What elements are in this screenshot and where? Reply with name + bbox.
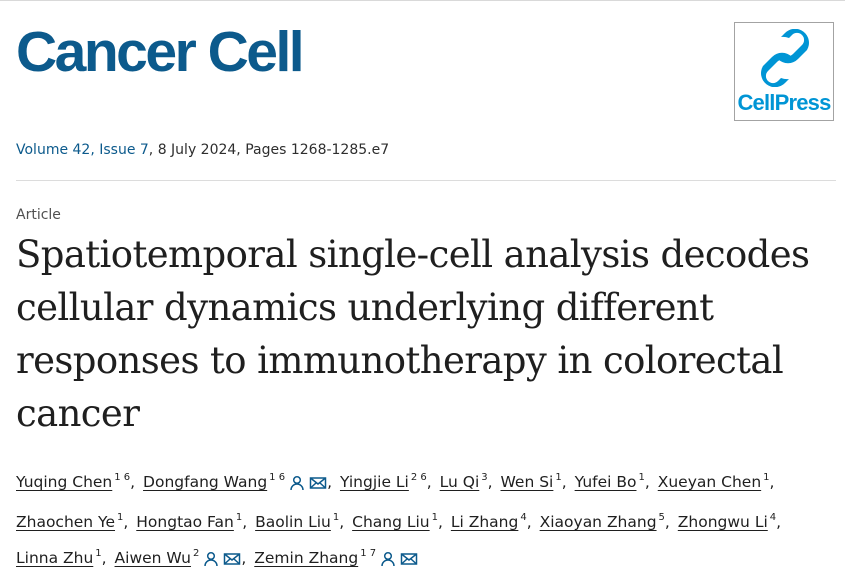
author-affiliation[interactable]: 5	[658, 512, 665, 523]
author: Linna Zhu 1,	[16, 548, 110, 567]
cellpress-logo[interactable]: CellPress	[734, 22, 834, 121]
author-affiliation[interactable]: 1 7	[360, 548, 377, 559]
author-name[interactable]: Yufei Bo	[574, 473, 637, 491]
article-title: Spatiotemporal single-cell analysis deco…	[16, 233, 810, 435]
author: Xiaoyan Zhang 5,	[539, 512, 673, 531]
author-separator: ,	[769, 473, 775, 491]
author-separator: ,	[776, 513, 782, 531]
author-separator: ,	[561, 473, 567, 491]
author-name[interactable]: Li Zhang	[450, 513, 519, 531]
author-separator: ,	[487, 473, 493, 491]
author-separator: ,	[242, 513, 248, 531]
author: Chang Liu 1,	[352, 512, 446, 531]
author: Yingjie Li 2 6,	[339, 472, 435, 491]
author-name[interactable]: Chang Liu	[352, 513, 430, 531]
mail-icon[interactable]	[400, 546, 418, 578]
issue-link[interactable]: Volume 42, Issue 7	[16, 142, 149, 158]
author-separator: ,	[123, 513, 129, 531]
author-separator: ,	[101, 549, 107, 567]
person-icon[interactable]	[203, 546, 219, 578]
author-separator: ,	[644, 473, 650, 491]
author-name[interactable]: Baolin Liu	[255, 513, 331, 531]
author-affiliation[interactable]: 1 6	[114, 472, 131, 483]
author-name[interactable]: Yuqing Chen	[16, 473, 113, 491]
author-name[interactable]: Zemin Zhang	[254, 549, 359, 567]
author: Aiwen Wu 2,	[114, 548, 250, 567]
author-separator: ,	[438, 513, 443, 531]
top-border	[0, 0, 845, 1]
author: Baolin Liu 1,	[255, 512, 347, 531]
author-list: Yuqing Chen 1 6, Dongfang Wang 1 6, Yingji…	[16, 462, 836, 578]
author-affiliation[interactable]: 4	[520, 512, 527, 523]
author-affiliation[interactable]: 1	[117, 512, 124, 523]
author: Yuqing Chen 1 6,	[16, 472, 138, 491]
author-name[interactable]: Hongtao Fan	[136, 513, 234, 531]
author: Zemin Zhang 1 7	[254, 548, 418, 567]
author-affiliation[interactable]: 1 6	[269, 472, 286, 483]
author-name[interactable]: Linna Zhu	[16, 549, 94, 567]
person-icon[interactable]	[380, 546, 396, 578]
author-affiliation[interactable]: 2 6	[410, 472, 427, 483]
author-affiliation[interactable]: 4	[769, 512, 777, 523]
author-affiliation[interactable]: 3	[481, 472, 488, 483]
author-separator: ,	[526, 513, 532, 531]
cellpress-logo-text: CellPress	[737, 90, 831, 115]
author: Xueyan Chen 1,	[657, 472, 778, 491]
author: Wen Si 1,	[500, 472, 570, 491]
author-affiliation[interactable]: 2	[193, 548, 200, 559]
cellpress-logo-mark	[761, 29, 809, 87]
author: Hongtao Fan 1,	[136, 512, 250, 531]
author-name[interactable]: Dongfang Wang	[143, 473, 268, 491]
article-type: Article	[16, 207, 61, 223]
divider	[16, 180, 836, 181]
author-name[interactable]: Zhongwu Li	[677, 513, 768, 531]
author-affiliation[interactable]: 1	[332, 512, 340, 523]
author-name[interactable]: Zhaochen Ye	[16, 513, 116, 531]
author-affiliation[interactable]: 1	[95, 548, 102, 559]
author: Zhaochen Ye 1,	[16, 512, 131, 531]
author-name[interactable]: Aiwen Wu	[114, 549, 192, 567]
author-name[interactable]: Wen Si	[500, 473, 554, 491]
author-affiliation[interactable]: 1	[555, 472, 562, 483]
author-affiliation[interactable]: 1	[638, 472, 645, 483]
author: Li Zhang 4,	[450, 512, 535, 531]
issue-date-pages: , 8 July 2024, Pages 1268-1285.e7	[148, 142, 390, 158]
author-separator: ,	[241, 549, 247, 567]
mail-icon[interactable]	[223, 546, 241, 578]
journal-title[interactable]: Cancer Cell	[16, 20, 305, 84]
author-affiliation[interactable]: 1	[431, 512, 438, 523]
author: Yufei Bo 1,	[574, 472, 653, 491]
author: Lu Qi 3,	[439, 472, 496, 491]
author-separator: ,	[130, 473, 136, 491]
person-icon[interactable]	[289, 470, 305, 502]
mail-icon[interactable]	[309, 470, 327, 502]
author-separator: ,	[426, 473, 432, 491]
author-separator: ,	[327, 473, 333, 491]
issue-info: Volume 42, Issue 7, 8 July 2024, Pages 1…	[16, 142, 389, 158]
author-affiliation[interactable]: 1	[235, 512, 243, 523]
author-separator: ,	[664, 513, 670, 531]
author-name[interactable]: Lu Qi	[439, 473, 480, 491]
author: Zhongwu Li 4,	[677, 512, 784, 531]
author-name[interactable]: Yingjie Li	[339, 473, 409, 491]
author: Dongfang Wang 1 6,	[143, 472, 335, 491]
author-name[interactable]: Xueyan Chen	[657, 473, 762, 491]
author-name[interactable]: Xiaoyan Zhang	[539, 513, 657, 531]
author-separator: ,	[339, 513, 345, 531]
author-affiliation[interactable]: 1	[763, 472, 770, 483]
